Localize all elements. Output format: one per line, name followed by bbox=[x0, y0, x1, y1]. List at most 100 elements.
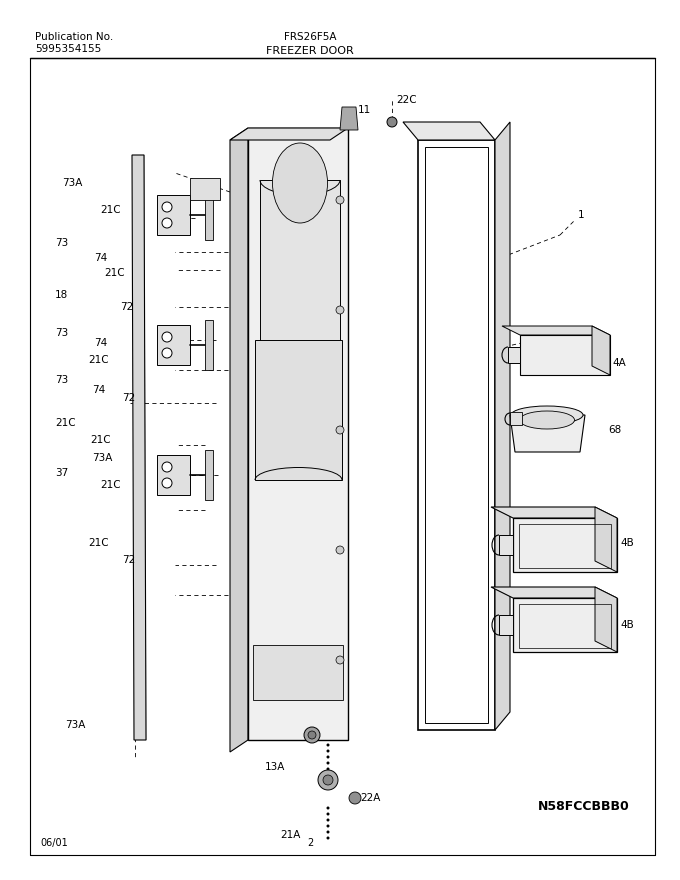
Text: 2: 2 bbox=[307, 838, 313, 848]
Text: 73A: 73A bbox=[92, 453, 112, 463]
Ellipse shape bbox=[520, 411, 575, 429]
Circle shape bbox=[349, 792, 361, 804]
Polygon shape bbox=[340, 107, 358, 130]
Text: 21A: 21A bbox=[280, 830, 301, 840]
Circle shape bbox=[326, 756, 330, 759]
Text: 72: 72 bbox=[122, 555, 135, 565]
Text: 13A: 13A bbox=[265, 762, 286, 772]
Circle shape bbox=[326, 744, 330, 746]
Circle shape bbox=[336, 196, 344, 204]
Polygon shape bbox=[510, 412, 522, 425]
Text: 21C: 21C bbox=[88, 538, 109, 548]
Circle shape bbox=[326, 812, 330, 816]
Circle shape bbox=[162, 462, 172, 472]
Text: 74: 74 bbox=[94, 338, 107, 348]
Polygon shape bbox=[205, 320, 213, 370]
Text: 72: 72 bbox=[120, 302, 133, 312]
Text: 21C: 21C bbox=[100, 205, 120, 215]
Circle shape bbox=[162, 348, 172, 358]
Polygon shape bbox=[513, 598, 617, 652]
Polygon shape bbox=[157, 455, 190, 495]
Text: 68: 68 bbox=[608, 425, 622, 435]
Text: 4B: 4B bbox=[620, 620, 634, 630]
Text: 4A: 4A bbox=[612, 358, 626, 368]
Text: 06/01: 06/01 bbox=[40, 838, 68, 848]
Circle shape bbox=[336, 306, 344, 314]
Text: 22A: 22A bbox=[360, 793, 380, 803]
Text: N58FCCBBB0: N58FCCBBB0 bbox=[539, 800, 630, 813]
Polygon shape bbox=[205, 450, 213, 500]
Text: 18: 18 bbox=[55, 290, 68, 300]
Text: 4B: 4B bbox=[620, 538, 634, 548]
Text: FRS26F5A: FRS26F5A bbox=[284, 32, 336, 42]
Ellipse shape bbox=[511, 406, 583, 424]
Text: 5995354155: 5995354155 bbox=[35, 44, 101, 54]
Polygon shape bbox=[255, 340, 342, 480]
Circle shape bbox=[318, 770, 338, 790]
Text: 21C: 21C bbox=[90, 435, 111, 445]
Text: 73: 73 bbox=[55, 328, 68, 338]
Text: 22C: 22C bbox=[396, 95, 417, 105]
Ellipse shape bbox=[273, 143, 328, 223]
Circle shape bbox=[326, 774, 330, 776]
Circle shape bbox=[326, 761, 330, 765]
Text: FREEZER DOOR: FREEZER DOOR bbox=[266, 46, 354, 56]
Circle shape bbox=[326, 818, 330, 822]
Text: 72: 72 bbox=[122, 393, 135, 403]
Circle shape bbox=[326, 750, 330, 752]
Text: 37: 37 bbox=[55, 468, 68, 478]
Polygon shape bbox=[132, 155, 146, 740]
Polygon shape bbox=[205, 190, 213, 240]
Polygon shape bbox=[595, 507, 617, 572]
Polygon shape bbox=[230, 128, 348, 140]
Circle shape bbox=[162, 218, 172, 228]
Polygon shape bbox=[190, 178, 220, 200]
Polygon shape bbox=[499, 535, 513, 555]
Circle shape bbox=[304, 727, 320, 743]
Polygon shape bbox=[495, 122, 510, 730]
Text: 74: 74 bbox=[94, 253, 107, 263]
Polygon shape bbox=[502, 326, 610, 335]
Polygon shape bbox=[508, 347, 520, 363]
Polygon shape bbox=[491, 587, 617, 598]
Circle shape bbox=[387, 117, 397, 127]
Circle shape bbox=[326, 806, 330, 810]
Text: 73A: 73A bbox=[62, 178, 82, 188]
Text: 21C: 21C bbox=[88, 355, 109, 365]
Polygon shape bbox=[157, 325, 190, 365]
Text: 96: 96 bbox=[270, 730, 284, 740]
Text: 73: 73 bbox=[55, 375, 68, 385]
Text: 21C: 21C bbox=[55, 418, 75, 428]
Circle shape bbox=[326, 837, 330, 840]
Polygon shape bbox=[491, 507, 617, 518]
Circle shape bbox=[336, 656, 344, 664]
Polygon shape bbox=[499, 615, 513, 635]
Circle shape bbox=[162, 332, 172, 342]
Polygon shape bbox=[403, 122, 495, 140]
Circle shape bbox=[336, 546, 344, 554]
Polygon shape bbox=[248, 128, 348, 740]
Text: 11: 11 bbox=[358, 105, 371, 115]
Text: 1: 1 bbox=[578, 210, 585, 220]
Polygon shape bbox=[595, 587, 617, 652]
Text: 21C: 21C bbox=[100, 480, 120, 490]
Text: 73A: 73A bbox=[65, 720, 86, 730]
Polygon shape bbox=[230, 128, 248, 752]
Polygon shape bbox=[510, 415, 585, 452]
Text: 21C: 21C bbox=[104, 268, 124, 278]
Circle shape bbox=[336, 426, 344, 434]
Polygon shape bbox=[513, 518, 617, 572]
Text: 74: 74 bbox=[92, 385, 105, 395]
Polygon shape bbox=[157, 195, 190, 235]
Polygon shape bbox=[418, 140, 495, 730]
Circle shape bbox=[308, 731, 316, 739]
Circle shape bbox=[326, 767, 330, 771]
Text: Publication No.: Publication No. bbox=[35, 32, 114, 42]
Circle shape bbox=[162, 202, 172, 212]
Circle shape bbox=[323, 775, 333, 785]
Text: 73: 73 bbox=[55, 238, 68, 248]
Polygon shape bbox=[520, 335, 610, 375]
Polygon shape bbox=[260, 180, 340, 365]
Polygon shape bbox=[253, 645, 343, 700]
Circle shape bbox=[162, 478, 172, 488]
